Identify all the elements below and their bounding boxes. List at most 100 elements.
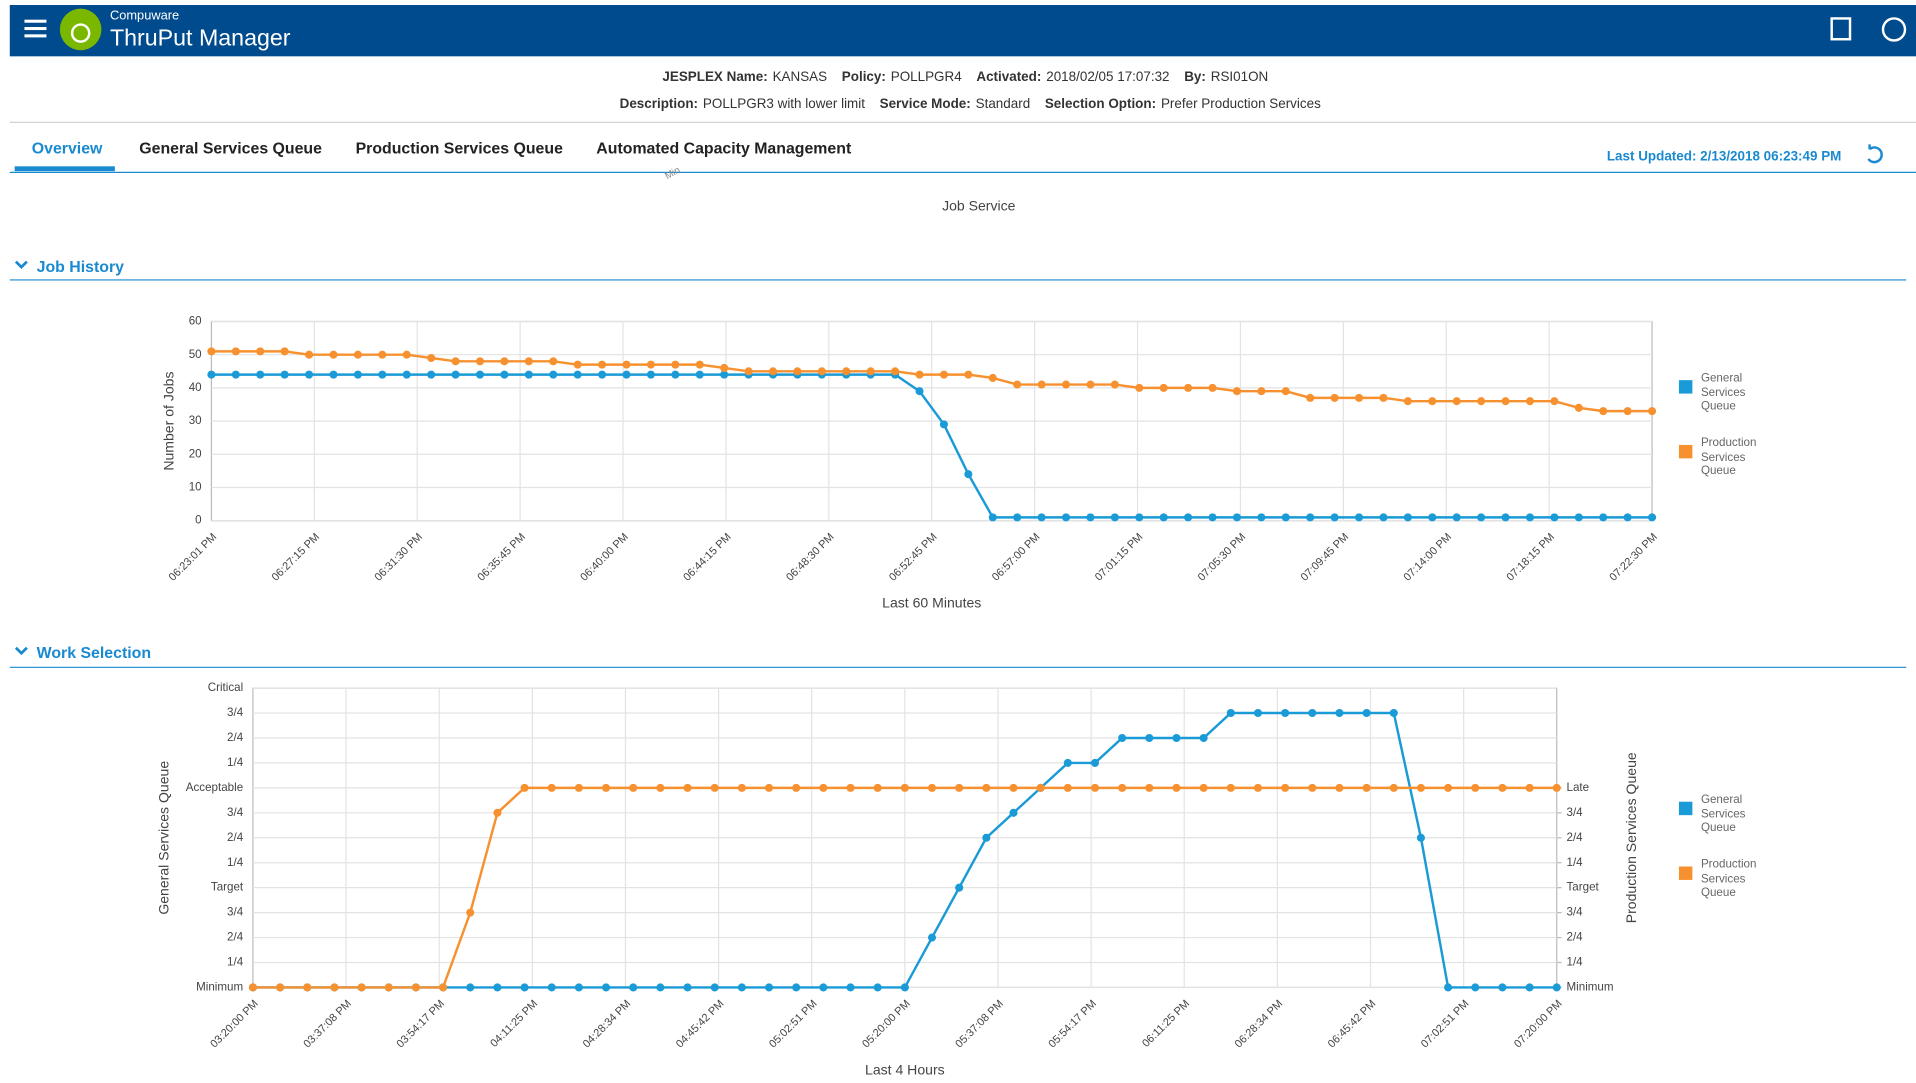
data-point: [1525, 783, 1534, 792]
legend-entry: Production Services Queue: [1700, 436, 1757, 478]
x-tick-label: 05:20:00 PM: [860, 998, 913, 1051]
info-value: Prefer Production Services: [1161, 96, 1321, 111]
data-point: [1063, 758, 1072, 767]
data-point: [1281, 513, 1290, 522]
data-point: [1416, 783, 1425, 792]
data-point: [764, 983, 774, 992]
refresh-button[interactable]: [1867, 144, 1883, 164]
data-point: [1428, 513, 1437, 522]
info-label: Activated:: [976, 69, 1041, 84]
data-point: [1281, 783, 1290, 792]
data-point: [1599, 407, 1608, 416]
data-point: [1355, 393, 1364, 402]
x-tick-label: 06:40:00 PM: [578, 531, 631, 584]
y-tick-label: Minimum: [196, 981, 243, 994]
tab[interactable]: Production Services Queue: [356, 140, 563, 157]
y-tick-label: 2/4: [227, 831, 244, 844]
y-tick-label: 2/4: [227, 931, 244, 944]
data-point: [955, 783, 964, 792]
x-tick-label: 06:27:15 PM: [270, 531, 323, 584]
data-point: [1574, 513, 1583, 522]
legend-label[interactable]: Production Services Queue: [1700, 857, 1757, 900]
data-point: [710, 783, 719, 792]
data-point: [683, 983, 692, 992]
collapse-chevron[interactable]: [14, 260, 28, 270]
data-point: [1362, 708, 1371, 718]
data-point: [817, 367, 826, 376]
legend-label[interactable]: Production Services Queue: [1700, 436, 1757, 478]
data-point: [602, 783, 611, 792]
x-tick-label: 04:28:34 PM: [581, 998, 634, 1051]
x-tick-label: 06:35:45 PM: [475, 531, 528, 584]
x-tick-label: 07:18:15 PM: [1504, 531, 1557, 584]
x-tick-label: 05:37:08 PM: [953, 998, 1006, 1051]
series-line: [211, 350, 1653, 413]
data-point: [1036, 783, 1045, 792]
data-point: [720, 363, 729, 373]
data-point: [1257, 387, 1266, 396]
data-point: [466, 908, 475, 917]
tab[interactable]: General Services Queue: [139, 140, 322, 157]
tab[interactable]: Automated Capacity Management: [596, 140, 852, 157]
data-point: [988, 513, 997, 522]
data-point: [1061, 513, 1071, 522]
data-point: [524, 357, 533, 366]
help-icon[interactable]: [1830, 17, 1852, 41]
data-point: [1184, 513, 1193, 522]
data-point: [1623, 513, 1632, 522]
data-point: [1257, 513, 1266, 522]
data-point: [573, 360, 582, 369]
y-axis-title: General Services Queue: [156, 761, 172, 915]
data-point: [982, 833, 991, 842]
x-tick-label: 06:44:15 PM: [681, 531, 734, 584]
data-point: [574, 983, 583, 992]
data-point: [439, 983, 448, 992]
y-tick-label: Critical: [208, 681, 243, 694]
data-point: [891, 367, 900, 376]
info-label: Selection Option:: [1045, 96, 1156, 111]
data-point: [915, 387, 924, 396]
x-tick-label: 04:45:42 PM: [674, 998, 727, 1051]
data-point: [1355, 513, 1364, 522]
data-point: [207, 347, 216, 356]
legend-label[interactable]: General Services Queue: [1700, 371, 1746, 414]
x-tick-label: 03:54:17 PM: [395, 998, 448, 1051]
data-point: [329, 370, 338, 379]
data-point: [792, 983, 801, 992]
y-tick-label: 30: [189, 414, 202, 427]
y-tick-label: 40: [189, 381, 202, 394]
data-point: [955, 883, 964, 892]
data-point: [1501, 397, 1510, 406]
x-tick-label: 03:37:08 PM: [301, 998, 354, 1051]
x-tick-label: 03:20:00 PM: [208, 998, 261, 1051]
data-point: [744, 367, 753, 376]
section-title[interactable]: Job History: [37, 259, 124, 276]
user-icon[interactable]: [1881, 17, 1907, 42]
data-point: [1623, 407, 1632, 416]
data-point: [1335, 708, 1344, 718]
y-tick-label: 20: [189, 447, 202, 460]
y2-tick-label: 1/4: [1567, 956, 1584, 969]
y2-tick-label: 3/4: [1567, 806, 1584, 819]
data-point: [1452, 397, 1461, 406]
data-point: [1444, 783, 1453, 792]
y-tick-label: 3/4: [227, 706, 244, 719]
top-bar: [9, 5, 1916, 57]
data-point: [873, 983, 882, 992]
collapse-chevron[interactable]: [14, 646, 28, 656]
section-title[interactable]: Work Selection: [37, 645, 151, 662]
tab[interactable]: Overview: [32, 140, 103, 157]
menu-button[interactable]: [24, 19, 47, 38]
data-point: [1226, 708, 1235, 718]
info-value: POLLPGR4: [891, 69, 962, 84]
data-point: [598, 360, 607, 369]
legend-label[interactable]: General Services Queue: [1700, 793, 1746, 835]
data-point: [1335, 783, 1344, 792]
x-axis-title: Last 4 Hours: [865, 1061, 945, 1077]
data-point: [1208, 383, 1217, 392]
data-point: [451, 357, 460, 366]
data-point: [764, 783, 774, 792]
legend-swatch: [1678, 801, 1693, 816]
data-point: [1145, 733, 1154, 743]
